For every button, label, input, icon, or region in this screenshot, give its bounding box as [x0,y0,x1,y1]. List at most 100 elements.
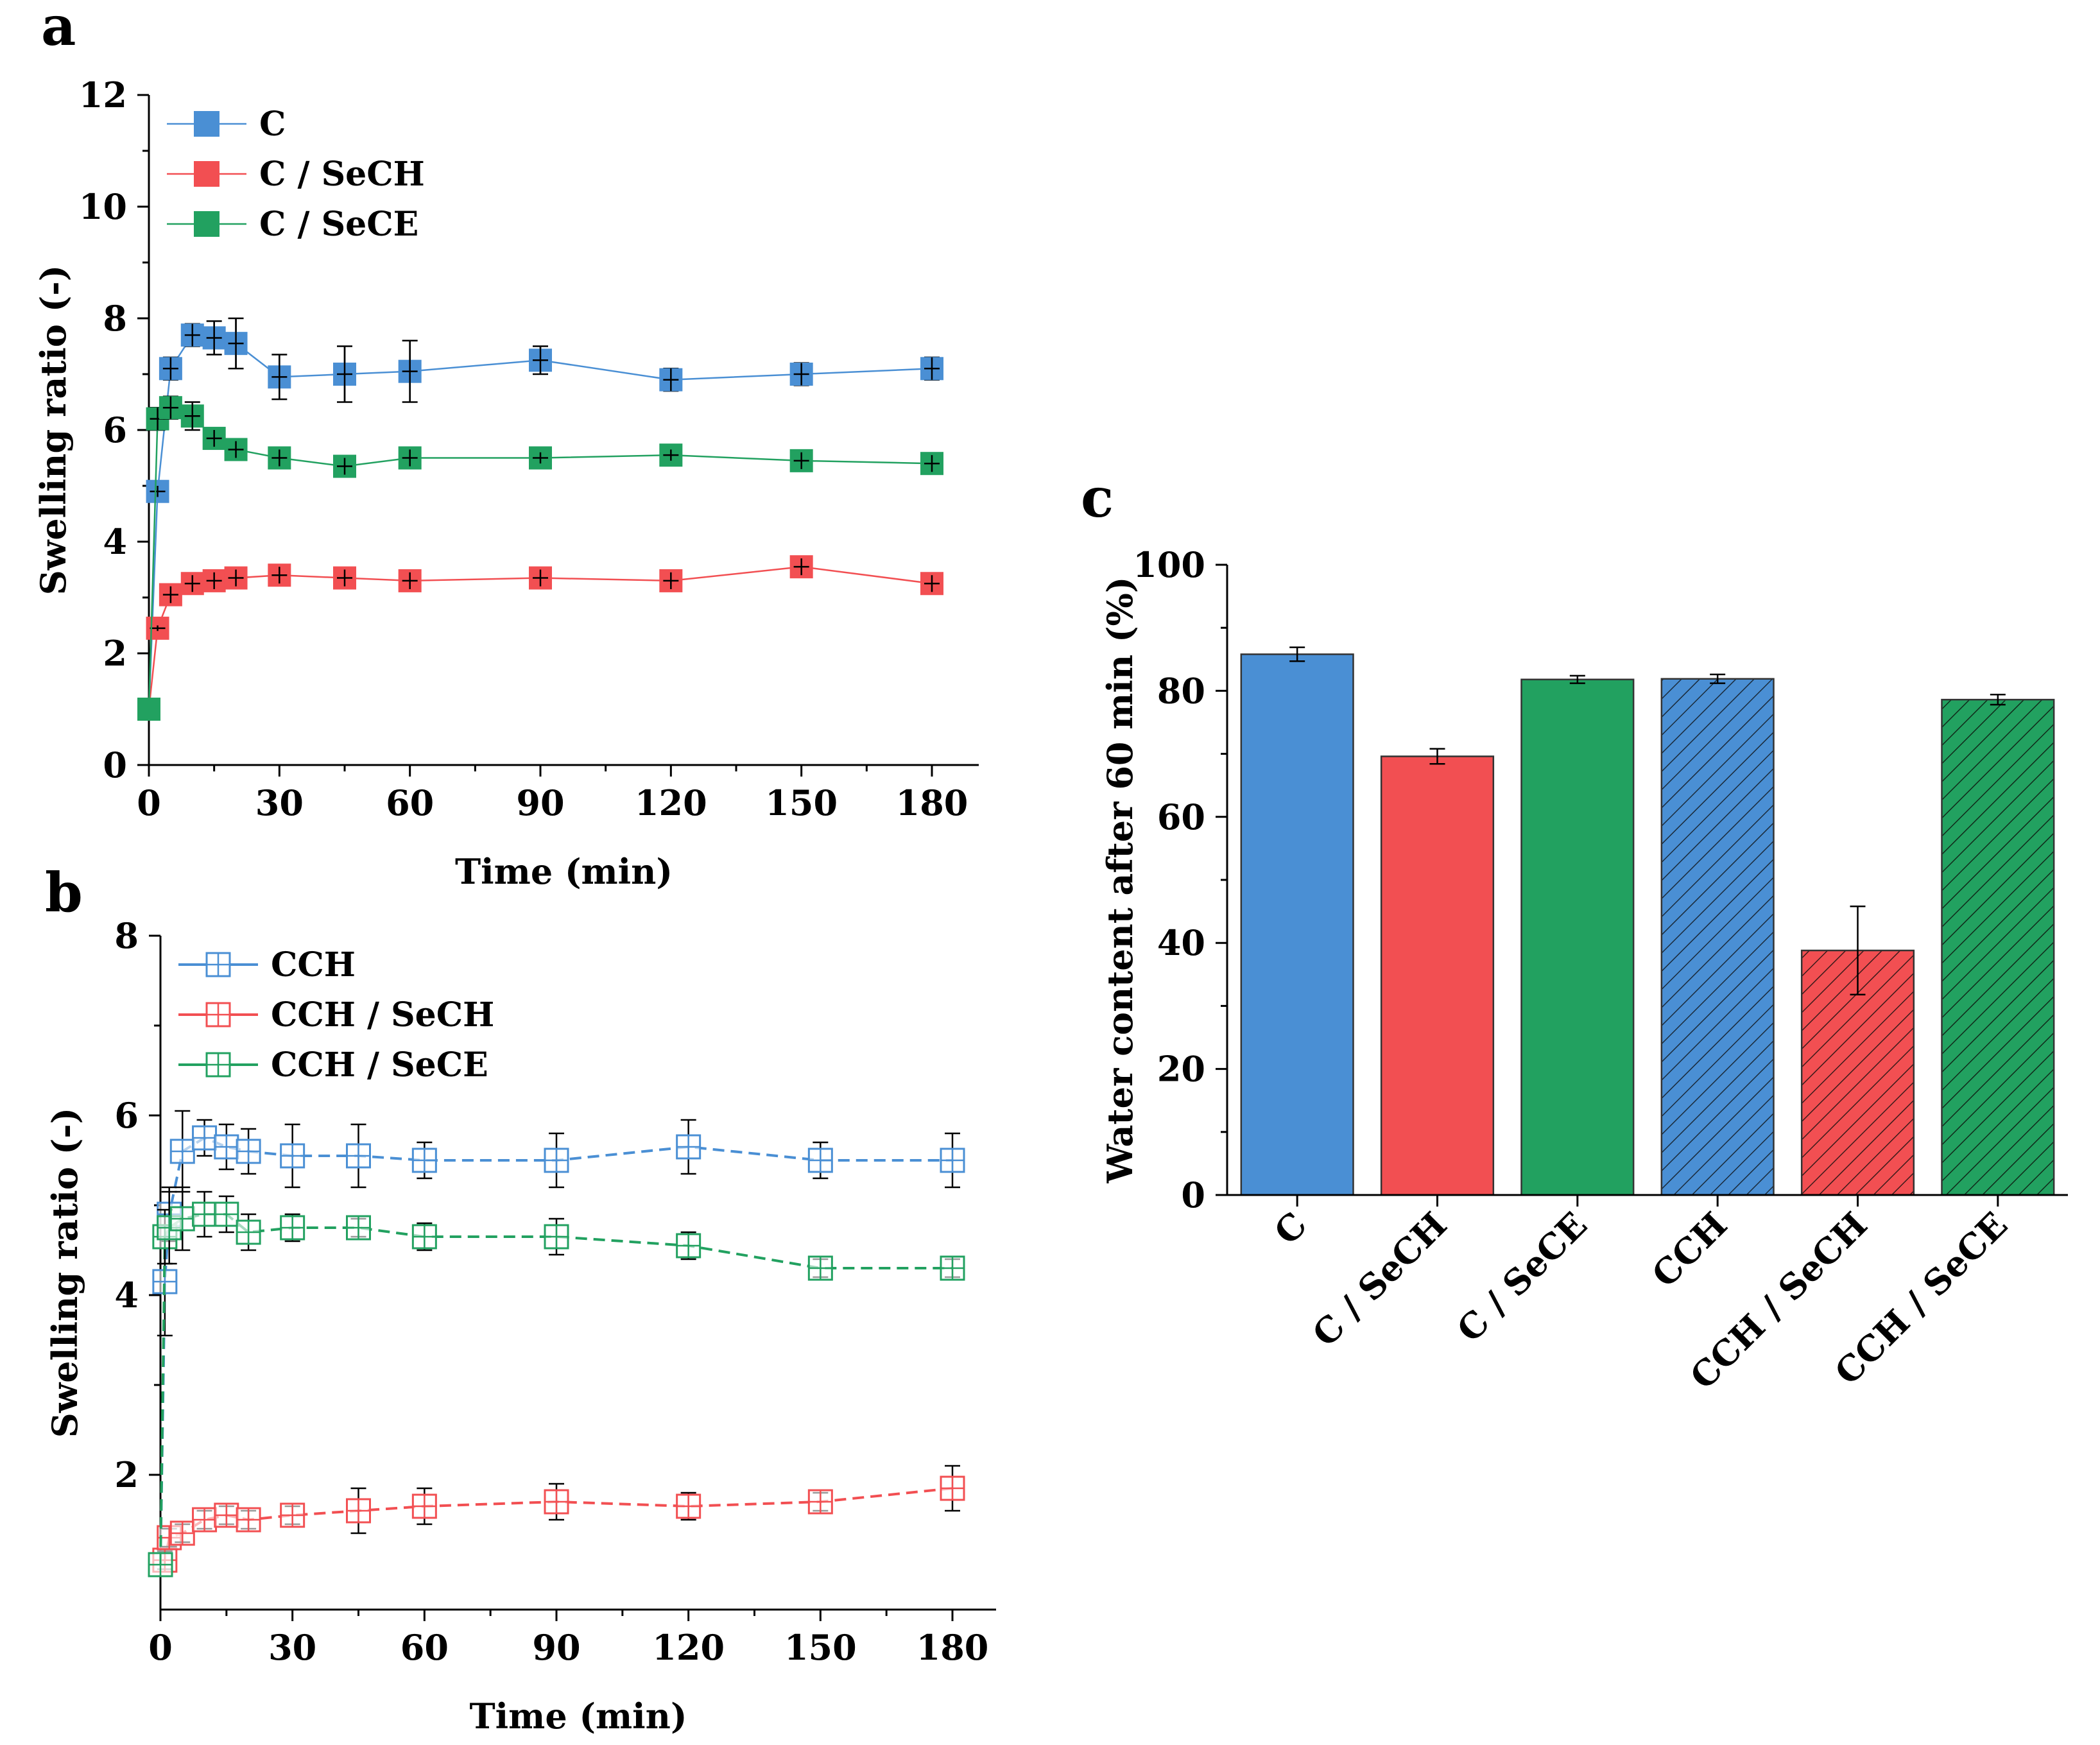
legend-marker [194,111,219,137]
x-tick-label: 120 [635,782,707,823]
data-point [659,368,682,391]
y-tick-label: 2 [114,1454,139,1495]
x-tick-label: 90 [532,1627,580,1668]
data-point [347,1488,370,1533]
data-point [203,427,226,450]
series-c [137,318,943,721]
y-tick-label: 10 [79,186,127,227]
data-point [203,321,226,354]
data-point [181,323,204,347]
legend-item: CCH / SeCH [178,995,494,1035]
x-tick-label: 150 [765,782,838,823]
data-point [181,402,204,431]
data-point [529,347,552,375]
y-tick-label: 40 [1157,922,1205,963]
series-csece [137,396,943,721]
bar-group [1381,749,1493,1195]
data-point [225,318,248,368]
y-tick-label: 0 [1181,1174,1205,1216]
panel-letter-a: a [41,0,76,58]
y-tick-label: 60 [1157,796,1205,838]
data-point [413,1488,436,1524]
legend-label: CCH / SeCE [271,1045,488,1085]
legend-label: CCH [271,945,356,984]
chart-b: 0 30 60 90 120 150 180 2 4 6 8 CCH CCH / SeCH CCH / … [44,915,996,1737]
data-point [920,572,943,595]
x-tick-label: C / SeCH [1304,1204,1455,1355]
data-point [237,1214,260,1250]
y-tick-label: 6 [114,1095,139,1136]
data-point [268,563,291,587]
data-point [159,583,182,606]
chart-a-ylabel: Swelling ratio (-) [33,265,74,595]
legend-item: CCH [178,945,356,984]
x-tick-label: 0 [148,1627,173,1668]
data-point [225,438,248,461]
data-point [790,363,813,386]
bar-group [1241,648,1354,1195]
data-point [677,1232,700,1259]
y-tick-label: 4 [103,521,127,562]
x-tick-label: 60 [400,1627,449,1668]
panel-letter-b: b [45,861,83,924]
data-point [225,567,248,590]
data-point [809,1142,832,1178]
legend-marker [194,211,219,237]
y-tick-label: 12 [79,74,127,116]
data-point [399,341,422,402]
data-point [399,569,422,592]
x-tick-label: 0 [137,782,161,823]
data-point [203,569,226,592]
y-tick-label: 80 [1157,670,1205,711]
data-point [215,1504,238,1527]
panel-letter-c: c [1081,466,1114,529]
data-point [146,617,169,640]
data-point [333,347,356,402]
bar [1241,654,1354,1195]
data-point [659,443,682,467]
legend-a: C C / SeCH C / SeCE [167,105,425,244]
legend-item: C / SeCH [167,155,425,194]
data-point [941,1133,964,1187]
x-tick-label: CCH [1644,1204,1735,1295]
data-point [941,1466,964,1511]
data-point [790,449,813,472]
series-csech [137,555,943,721]
data-point [281,1124,304,1187]
data-point [281,1214,304,1241]
data-point [215,1196,238,1232]
x-tick-label: 30 [255,782,304,823]
chart-c-ylabel: Water content after 60 min (%) [1099,577,1140,1184]
data-point [347,1124,370,1187]
x-tick-label: 180 [917,1627,989,1668]
data-point [193,1192,216,1237]
data-point [171,1111,194,1192]
data-point [809,1257,832,1280]
legend-label: C / SeCH [259,155,425,194]
bar-group [1522,676,1634,1195]
data-point [159,396,182,419]
data-point [920,357,943,380]
legend-item: C / SeCE [167,205,418,244]
chart-a-xlabel: Time (min) [455,851,673,892]
data-point [281,1504,304,1527]
bar [1662,679,1774,1195]
bar-group [1662,675,1774,1195]
data-point [413,1142,436,1178]
legend-label: C / SeCE [259,205,418,244]
data-point [237,1508,260,1531]
y-tick-label: 20 [1157,1049,1205,1090]
data-point [193,1508,216,1531]
x-tick-label: C / SeCE [1449,1204,1595,1350]
data-point [809,1490,832,1513]
y-tick-label: 100 [1133,544,1205,585]
legend-item: CCH / SeCE [178,1045,488,1085]
legend-b: CCH CCH / SeCH CCH / SeCE [178,945,494,1085]
data-point [146,480,169,503]
x-tick-label: 90 [516,782,564,823]
data-point [659,569,682,592]
data-point [545,1133,568,1187]
bar-group [1802,906,1914,1195]
y-tick-label: 2 [103,633,127,674]
